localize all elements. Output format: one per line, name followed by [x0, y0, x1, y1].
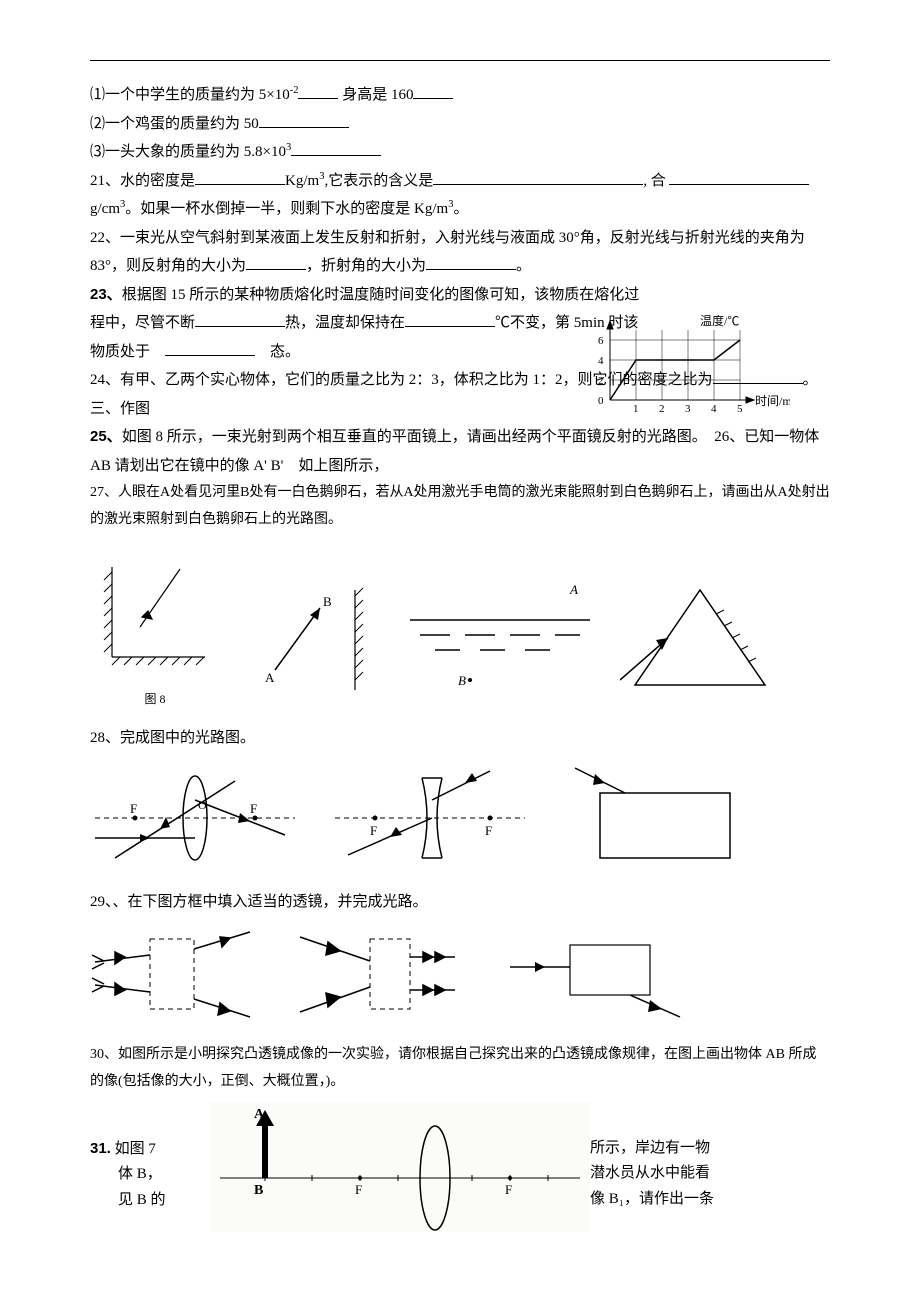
q23-a: 23、	[90, 286, 122, 303]
q20-1b-text: 身高是 160	[342, 87, 413, 103]
svg-text:0: 0	[598, 395, 604, 407]
fig-glass-block	[560, 763, 740, 879]
svg-text:2: 2	[598, 375, 604, 387]
q22: 22、一束光从空气斜射到某液面上发生反射和折射，入射光线与液面成 30°角，反射…	[90, 224, 830, 281]
svg-text:F: F	[250, 801, 257, 816]
fig-laser-stone: A B	[400, 580, 600, 711]
q20-1-blank1	[298, 83, 338, 100]
q31-d: 体 B，	[118, 1166, 162, 1182]
svg-text:3: 3	[685, 403, 691, 415]
fig-convex-imaging: A B F F	[210, 1102, 590, 1243]
q22-blank2	[426, 254, 516, 271]
ylabel: 温度/℃	[700, 315, 739, 328]
svg-text:A: A	[254, 1107, 265, 1122]
svg-text:F: F	[485, 823, 492, 838]
q23-blank2	[405, 311, 495, 328]
q25-b: 如图 8 所示，一束光射到两个相互垂直的平面镜上，请画出经两个平面镜反射的光路图…	[90, 429, 819, 474]
diagram-row-2: F F O F F	[90, 763, 830, 879]
svg-text:F: F	[355, 1182, 362, 1197]
q23-blank3	[165, 339, 255, 356]
q21-a: 21、水的密度是	[90, 173, 195, 189]
q25-a: 25、	[90, 428, 122, 445]
svg-text:2: 2	[659, 403, 665, 415]
svg-text:F: F	[505, 1182, 512, 1197]
q24-b: 。	[803, 372, 818, 388]
q21-d: ,	[643, 173, 647, 189]
fig-lensbox-1	[90, 927, 260, 1033]
svg-text:A: A	[569, 582, 578, 597]
q23-blank1	[195, 311, 285, 328]
q21-g: 。如果一杯水倒掉一半，则剩下水的密度是	[125, 201, 410, 217]
q31-c: 所示，岸边有一物	[590, 1136, 730, 1162]
q21-blank2	[433, 168, 643, 185]
q20-1-blank2	[413, 83, 453, 100]
fig-ab-mirror: B A	[240, 580, 380, 711]
fig-lensbox-2	[290, 927, 460, 1033]
fig-prism	[620, 580, 780, 711]
q20-3: ⑶一头大象的质量约为 5.8×103	[90, 138, 830, 167]
q31-f: 见 B 的	[118, 1192, 166, 1208]
q21-f: g/cm	[90, 201, 120, 217]
q22-blank1	[246, 254, 306, 271]
q31-e: 潜水员从水中能看	[590, 1161, 730, 1187]
fig-concave-lens: F F	[330, 763, 530, 879]
q20-1: ⑴一个中学生的质量约为 5×10-2 身高是 160	[90, 81, 830, 110]
q21-blank1	[195, 168, 285, 185]
q21: 21、水的密度是Kg/m3,它表示的含义是, 合 g/cm3。如果一杯水倒掉一半…	[90, 167, 830, 224]
q20-1-exp: -2	[290, 85, 299, 96]
q31-a: 31.	[90, 1140, 111, 1157]
q21-i: 。	[453, 201, 468, 217]
q20-2-blank	[259, 111, 349, 128]
diagram-row-3	[90, 927, 830, 1033]
fig-lensbox-3	[490, 927, 690, 1033]
top-rule	[90, 60, 830, 61]
svg-text:4: 4	[711, 403, 717, 415]
q23-e: 态。	[270, 344, 300, 360]
q20-3-blank	[291, 140, 381, 157]
svg-text:F: F	[130, 801, 137, 816]
q22-b: ，折射角的大小为	[306, 258, 426, 274]
fig8-caption: 图 8	[90, 688, 220, 711]
q29: 29、、在下图方框中填入适当的透镜，并完成光路。	[90, 888, 830, 917]
q20-2-text: ⑵一个鸡蛋的质量约为 50	[90, 116, 259, 132]
svg-text:A: A	[265, 670, 275, 685]
q27: 27、人眼在A处看见河里B处有一白色鹅卵石，若从A处用激光手电筒的激光束能照射到…	[90, 480, 830, 533]
q21-e: 合	[651, 173, 666, 189]
q28: 28、完成图中的光路图。	[90, 724, 830, 753]
q22-c: 。	[516, 258, 531, 274]
svg-text:B: B	[254, 1183, 263, 1198]
svg-text:6: 6	[598, 335, 604, 347]
q21-b: Kg/m	[285, 173, 319, 189]
q21-h: Kg/m	[414, 201, 448, 217]
q21-c: ,它表示的含义是	[324, 173, 433, 189]
fig8-mirror-diagram: 图 8	[90, 557, 220, 710]
fig-convex-lens: F F O	[90, 763, 300, 879]
q31-g: 像 B₁，请作出一条	[590, 1187, 730, 1213]
q23-c: 热，温度却保持在	[285, 315, 405, 331]
q20-3-text: ⑶一头大象的质量约为 5.8×10	[90, 144, 286, 160]
diagram-row-1: 图 8 B A A B	[90, 557, 830, 710]
svg-text:4: 4	[598, 355, 604, 367]
q20-2: ⑵一个鸡蛋的质量约为 50	[90, 110, 830, 139]
svg-text:F: F	[370, 823, 377, 838]
q30-q31-row: 31. 如图 7 体 B， 见 B 的 A B F F 所示，岸边有	[90, 1102, 830, 1243]
q21-blank3	[669, 168, 809, 185]
q31-b: 如图 7	[115, 1141, 156, 1157]
q20-1-text: ⑴一个中学生的质量约为 5×10	[90, 87, 290, 103]
svg-text:B: B	[458, 673, 466, 688]
svg-text:B: B	[323, 594, 332, 609]
svg-text:时间/m: 时间/m	[755, 394, 790, 408]
svg-text:5: 5	[737, 403, 743, 415]
temperature-time-chart: 温度/℃ 6 4 2 0 1 2 3 4	[580, 315, 790, 436]
q30: 30、如图所示是小明探究凸透镜成像的一次实验，请你根据自己探究出来的凸透镜成像规…	[90, 1042, 830, 1095]
svg-text:1: 1	[633, 403, 639, 415]
